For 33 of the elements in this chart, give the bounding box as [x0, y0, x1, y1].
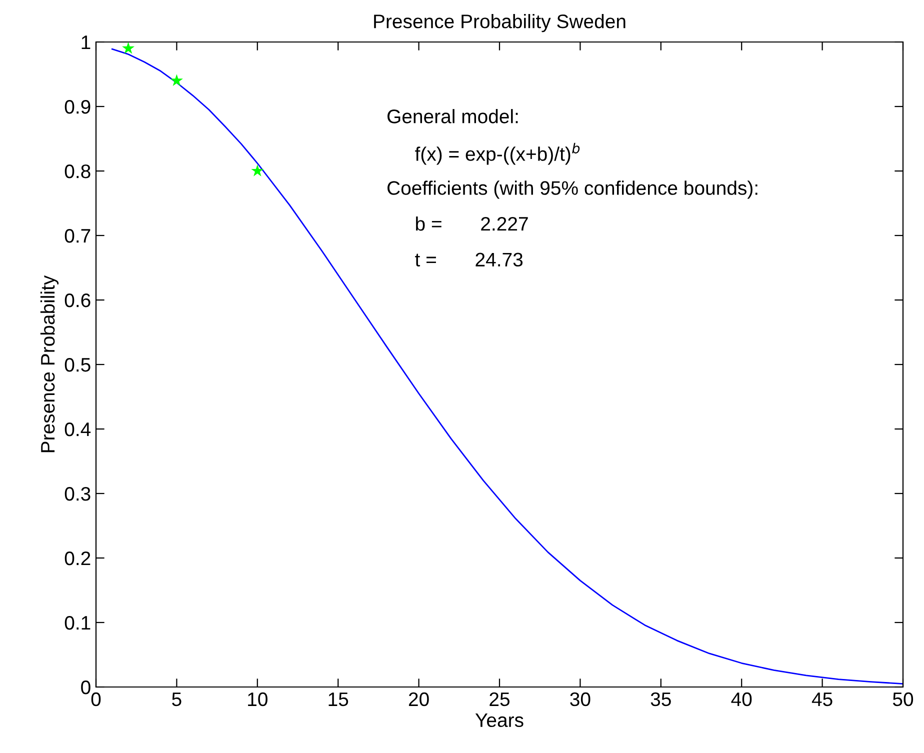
y-tick-label: 0.7 — [64, 228, 90, 243]
x-tick-label: 0 — [91, 692, 101, 706]
x-tick-label: 15 — [328, 692, 348, 706]
x-tick-label: 40 — [731, 692, 752, 706]
annotation: General model: — [388, 109, 518, 124]
chart-title: Presence Probability Sweden — [374, 14, 626, 32]
y-tick-label: 0.3 — [64, 486, 90, 501]
y-tick-label: 0 — [81, 680, 90, 694]
x-tick-label: 20 — [408, 692, 429, 706]
point — [170, 74, 183, 86]
y-axis-title: Presence Probability — [40, 275, 59, 452]
x-tick-label: 45 — [812, 692, 832, 706]
x-tick-label: 35 — [650, 692, 671, 706]
point — [122, 42, 135, 54]
y-tick-label: 0.9 — [64, 100, 90, 114]
x-tick-label: 30 — [570, 692, 590, 706]
y-tick-label: 1 — [82, 36, 90, 50]
y-tick-label: 0.6 — [64, 293, 90, 308]
y-tick-label: 0.2 — [64, 551, 90, 566]
point — [251, 164, 264, 176]
x-tick-label: 5 — [172, 692, 182, 706]
annotation: Coefficients (with 95% confidence bounds): — [388, 180, 758, 199]
y-tick-label: 0.1 — [64, 616, 90, 630]
y-tick-label: 0.4 — [64, 422, 91, 436]
y-tick-label: 0.8 — [64, 164, 90, 178]
annotation: t = 24.73 — [415, 252, 523, 267]
x-tick-label: 10 — [248, 692, 268, 706]
x-tick-label: 50 — [892, 692, 914, 706]
annotation: f(x) = exp-((x+b)/t)$^{b}$ — [415, 142, 580, 165]
annotation: b = 2.227 — [416, 216, 528, 231]
x-axis-title: Years — [475, 713, 524, 728]
y-tick-label: 0.5 — [64, 358, 90, 372]
x-tick-label: 25 — [490, 692, 510, 706]
